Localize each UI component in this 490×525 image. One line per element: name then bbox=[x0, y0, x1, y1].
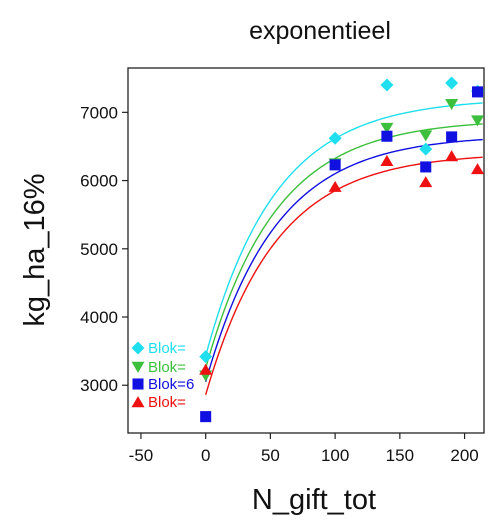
legend-label: Blok= bbox=[148, 359, 186, 376]
data-point bbox=[380, 154, 394, 166]
data-point bbox=[200, 411, 212, 423]
data-point bbox=[329, 159, 341, 171]
x-tick-label: -50 bbox=[129, 446, 154, 465]
data-point bbox=[419, 142, 433, 156]
legend-marker bbox=[132, 378, 144, 390]
data-point bbox=[471, 115, 485, 127]
fit-curve bbox=[204, 102, 483, 357]
plot-frame bbox=[127, 67, 485, 434]
data-point bbox=[445, 98, 459, 111]
fit-curve bbox=[204, 138, 483, 383]
legend-label: Blok= bbox=[148, 394, 186, 411]
data-point bbox=[446, 131, 458, 143]
fit-curves bbox=[204, 102, 483, 395]
data-point bbox=[381, 130, 393, 142]
plot-area: -50 0 50 100 150 200 3000 4000 5000 6000 7000 Blok… bbox=[80, 67, 485, 465]
data-point bbox=[199, 350, 213, 364]
legend-label: Blok= bbox=[148, 340, 186, 357]
legend-marker bbox=[131, 396, 145, 408]
y-tick-label: 3000 bbox=[80, 376, 118, 395]
data-point bbox=[380, 122, 394, 134]
y-tick-label: 5000 bbox=[80, 240, 118, 259]
data-point bbox=[471, 163, 485, 175]
data-point bbox=[328, 180, 342, 192]
x-tick-label: 0 bbox=[201, 446, 210, 465]
data-point bbox=[199, 363, 213, 375]
data-points bbox=[199, 76, 485, 423]
data-point bbox=[420, 161, 432, 173]
y-axis-label: kg_ha_16% bbox=[19, 173, 51, 326]
x-tick-label: 150 bbox=[386, 446, 414, 465]
x-tick-label: 50 bbox=[261, 446, 280, 465]
y-tick-label: 6000 bbox=[80, 172, 118, 191]
data-point bbox=[445, 150, 459, 162]
y-tick-label: 4000 bbox=[80, 308, 118, 327]
data-point bbox=[328, 131, 342, 145]
legend-marker bbox=[131, 341, 145, 355]
data-point bbox=[472, 86, 484, 98]
legend-marker bbox=[131, 361, 145, 373]
data-point bbox=[445, 76, 459, 90]
axis-ticks: -50 0 50 100 150 200 3000 4000 5000 6000 7000 bbox=[80, 103, 479, 465]
x-tick-label: 100 bbox=[321, 446, 349, 465]
fit-curve bbox=[204, 156, 483, 395]
x-tick-label: 200 bbox=[450, 446, 478, 465]
fit-curve bbox=[204, 123, 483, 369]
data-point bbox=[419, 130, 433, 142]
legend-label: Blok=6 bbox=[148, 376, 194, 393]
y-tick-label: 7000 bbox=[80, 103, 118, 122]
data-point bbox=[419, 176, 433, 188]
chart-title: exponentieel bbox=[249, 17, 391, 45]
data-point bbox=[380, 78, 394, 92]
x-axis-label: N_gift_tot bbox=[252, 484, 376, 516]
